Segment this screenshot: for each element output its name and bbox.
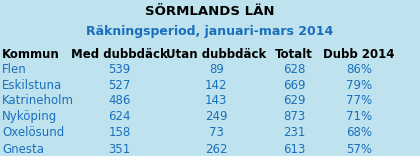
Text: 73: 73 xyxy=(209,126,224,139)
Text: 873: 873 xyxy=(283,110,305,123)
Text: 249: 249 xyxy=(205,110,228,123)
Text: 158: 158 xyxy=(109,126,131,139)
Text: 89: 89 xyxy=(209,63,224,76)
Text: Katrineholm: Katrineholm xyxy=(2,94,74,107)
Text: 613: 613 xyxy=(283,143,305,156)
Text: Oxelösund: Oxelösund xyxy=(2,126,64,139)
Text: SÖRMLANDS LÄN: SÖRMLANDS LÄN xyxy=(145,5,275,18)
Text: 351: 351 xyxy=(109,143,131,156)
Text: 142: 142 xyxy=(205,79,228,92)
Text: 629: 629 xyxy=(283,94,305,107)
Text: 68%: 68% xyxy=(346,126,372,139)
Text: 79%: 79% xyxy=(346,79,372,92)
Text: 77%: 77% xyxy=(346,94,372,107)
Text: Räkningsperiod, januari-mars 2014: Räkningsperiod, januari-mars 2014 xyxy=(87,25,333,38)
Text: 86%: 86% xyxy=(346,63,372,76)
Text: Totalt: Totalt xyxy=(275,48,313,61)
Text: 486: 486 xyxy=(108,94,131,107)
Text: Utan dubbdäck: Utan dubbdäck xyxy=(166,48,266,61)
Text: 262: 262 xyxy=(205,143,228,156)
Text: 71%: 71% xyxy=(346,110,372,123)
Text: 57%: 57% xyxy=(346,143,372,156)
Text: Nyköping: Nyköping xyxy=(2,110,58,123)
Text: Med dubbdäck: Med dubbdäck xyxy=(71,48,168,61)
Text: 624: 624 xyxy=(108,110,131,123)
Text: 143: 143 xyxy=(205,94,228,107)
Text: Kommun: Kommun xyxy=(2,48,60,61)
Text: Eskilstuna: Eskilstuna xyxy=(2,79,62,92)
Text: 669: 669 xyxy=(283,79,305,92)
Text: Dubb 2014: Dubb 2014 xyxy=(323,48,395,61)
Text: Flen: Flen xyxy=(2,63,27,76)
Text: 231: 231 xyxy=(283,126,305,139)
Text: 628: 628 xyxy=(283,63,305,76)
Text: Gnesta: Gnesta xyxy=(2,143,44,156)
Text: 527: 527 xyxy=(108,79,131,92)
Text: 539: 539 xyxy=(109,63,131,76)
